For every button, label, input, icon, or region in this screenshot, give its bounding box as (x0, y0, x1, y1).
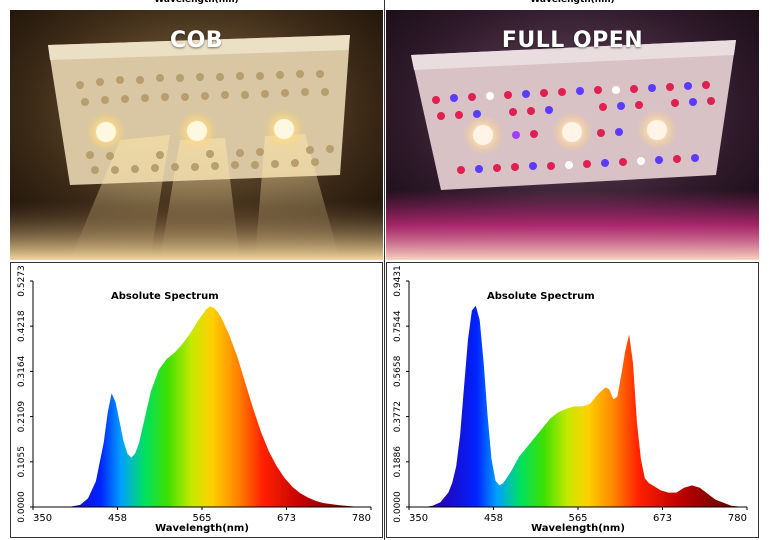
y-tick-label: 0.3772 (393, 401, 403, 433)
photo-full-open: FULL OPEN (386, 10, 759, 260)
x-tick-label: 780 (728, 513, 747, 524)
spectrum-chart-cob: Absolute Spectrum 0.0000 0.1055 0.2109 0.316… (10, 262, 383, 538)
y-tick-label: 0.9431 (393, 265, 403, 297)
y-tick-label: 0.4218 (17, 310, 27, 342)
x-axis-label: Wavelength(nm) (531, 523, 625, 534)
spectrum-chart-full-open: Absolute Spectrum 0.0000 0.1886 0.3772 0.565… (386, 262, 759, 538)
panel-cob: Wavelength(nm) (10, 0, 383, 540)
photo-title-cob: COB (169, 28, 224, 53)
y-tick-label: 0.2109 (17, 401, 27, 433)
cropped-axis-label: Wavelength(nm) (154, 0, 239, 5)
y-tick-label: 0.1055 (17, 446, 27, 478)
x-tick-label: 673 (277, 513, 296, 524)
y-tick-label: 0.7544 (393, 310, 403, 342)
x-tick-label: 673 (653, 513, 672, 524)
chart-title: Absolute Spectrum (111, 291, 219, 302)
y-tick-label: 0.0000 (393, 491, 403, 523)
photo-cob: COB (10, 10, 383, 260)
x-axis-label: Wavelength(nm) (155, 523, 249, 534)
panel-full-open: Wavelength(nm) (386, 0, 759, 540)
y-tick-label: 0.1886 (393, 446, 403, 478)
panel-divider (384, 0, 385, 540)
x-tick-label: 350 (409, 513, 428, 524)
y-tick-label: 0.5658 (393, 355, 403, 387)
x-tick-label: 350 (33, 513, 52, 524)
spectrum-chart-svg: Absolute Spectrum 0.0000 0.1886 0.3772 0.565… (393, 265, 748, 534)
x-tick-label: 780 (352, 513, 371, 524)
spectrum-area (68, 306, 368, 507)
x-tick-label: 565 (568, 513, 587, 524)
cob-light-photo (10, 10, 383, 260)
chart-title: Absolute Spectrum (487, 291, 595, 302)
y-tick-label: 0.0000 (17, 491, 27, 523)
spectrum-chart-svg: Absolute Spectrum 0.0000 0.1055 0.2109 0.316… (17, 265, 372, 534)
y-tick-label: 0.3164 (17, 355, 27, 387)
photo-title-full-open: FULL OPEN (501, 28, 644, 53)
spectrum-area (424, 305, 744, 507)
cropped-axis-label: Wavelength(nm) (530, 0, 615, 5)
x-tick-label: 565 (192, 513, 211, 524)
y-tick-label: 0.5273 (17, 265, 27, 297)
full-open-light-photo (386, 10, 759, 260)
x-tick-label: 458 (484, 513, 503, 524)
x-tick-label: 458 (108, 513, 127, 524)
